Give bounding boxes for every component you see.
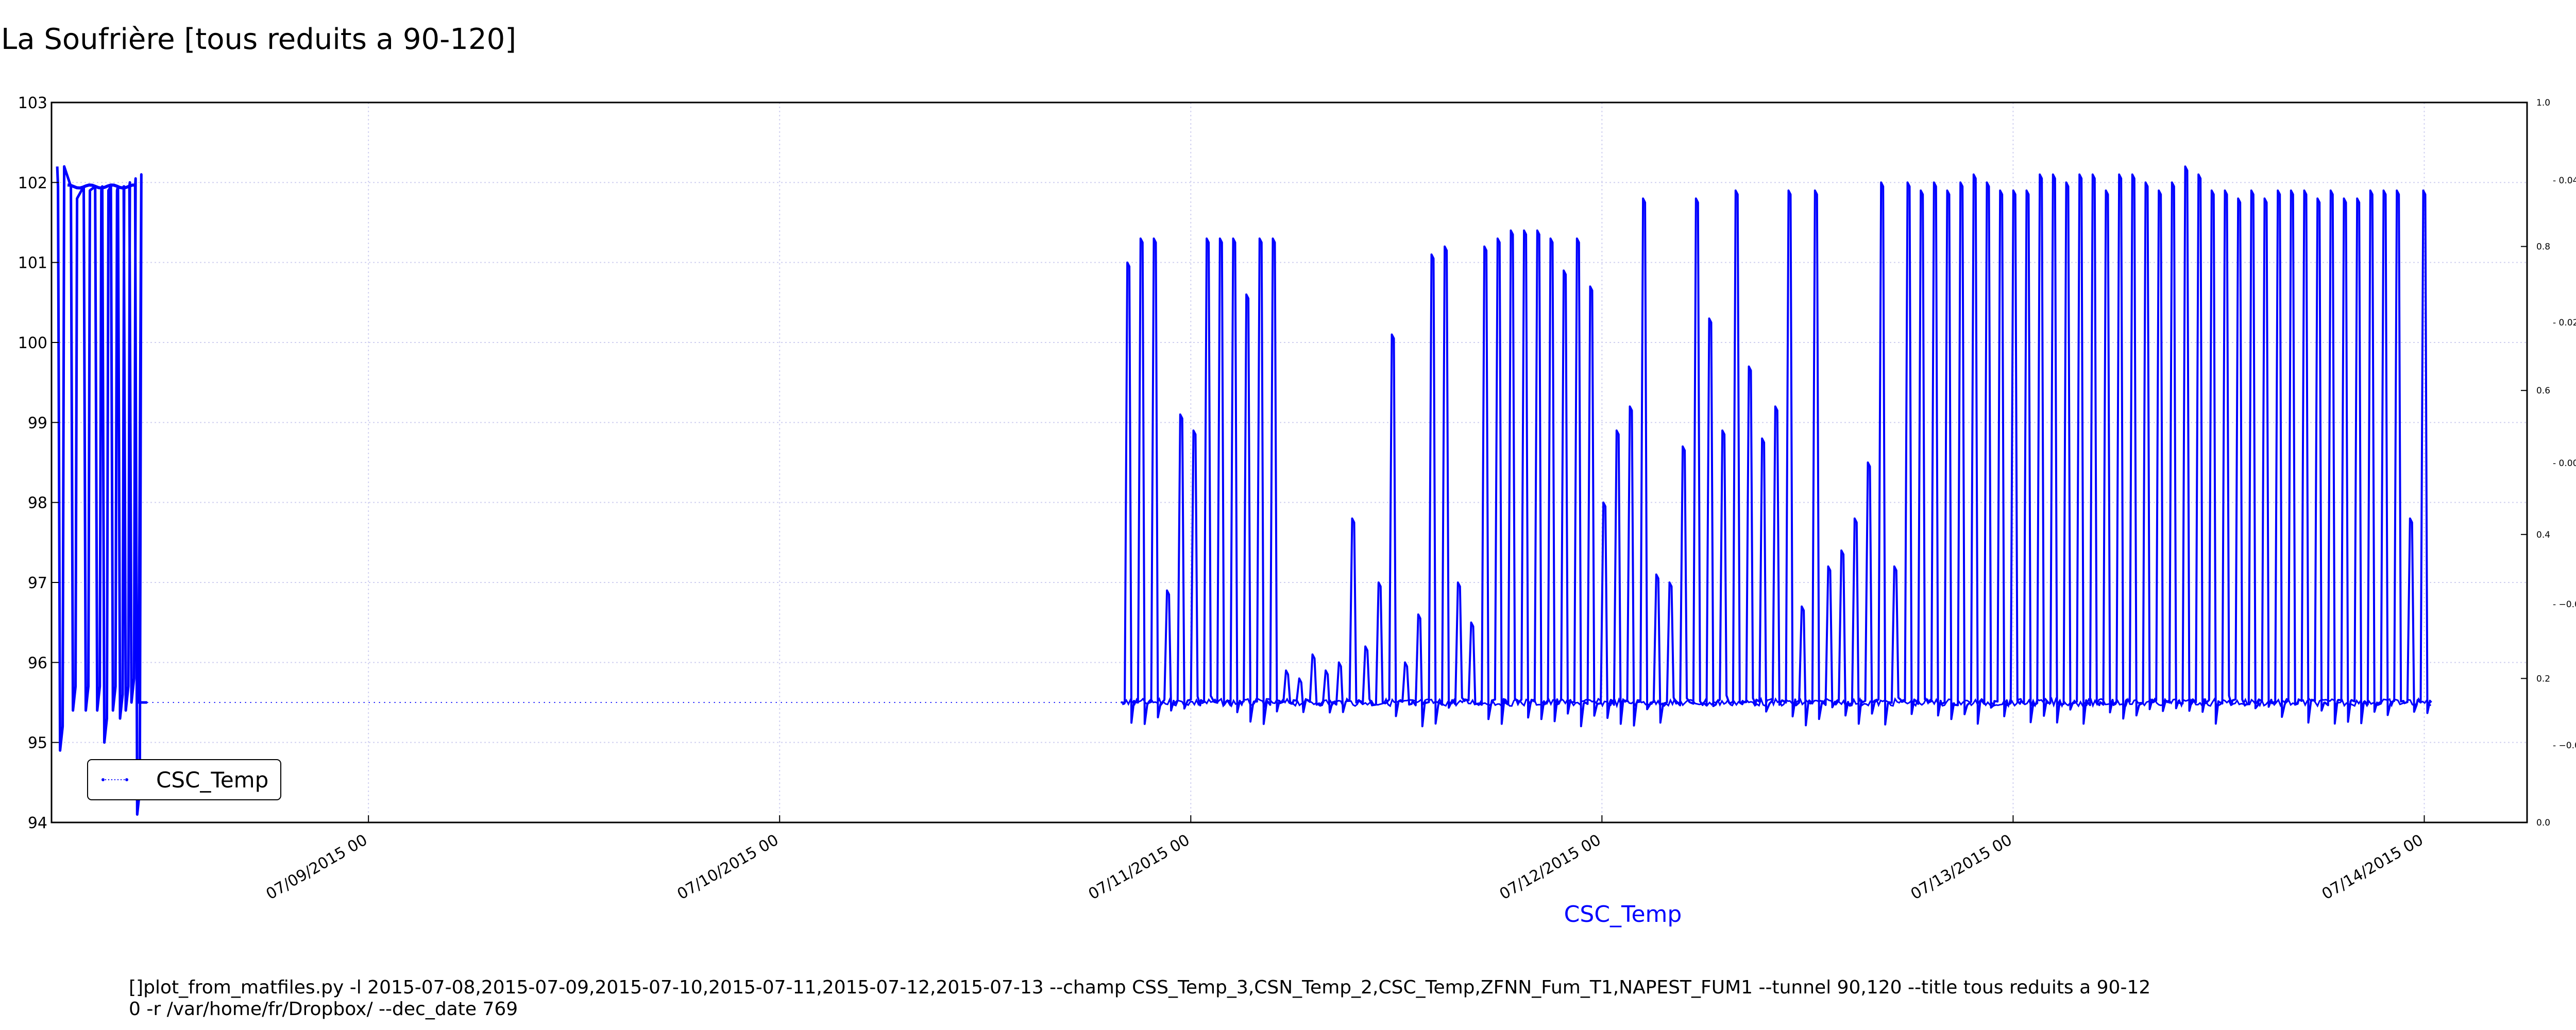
y2-tick-label: 0.4 — [2536, 530, 2550, 540]
legend: CSC_Temp — [87, 759, 281, 800]
y2-inner-tick-label: - 0.02 — [2553, 318, 2576, 328]
series-layer — [56, 165, 2432, 816]
y-tick-label: 101 — [18, 254, 47, 272]
legend-label: CSC_Temp — [156, 767, 268, 793]
y-tick-label: 103 — [18, 94, 47, 112]
x-tick-label: 07/13/2015 00 — [1908, 831, 2015, 904]
x-tick-label: 07/11/2015 00 — [1086, 831, 1193, 904]
y-tick-label: 95 — [28, 734, 47, 752]
legend-marker — [125, 778, 128, 781]
y2-inner-tick-label: - 0.04 — [2553, 176, 2576, 186]
y2-tick-label: 0.2 — [2536, 674, 2550, 684]
y2-inner-tick-label: - 0.00 — [2553, 458, 2576, 469]
y-tick-label: 97 — [28, 574, 47, 592]
chart-title: La Soufrière [tous reduits a 90-120] — [1, 23, 517, 56]
x-tick-label: 07/09/2015 00 — [263, 831, 371, 904]
legend-marker — [101, 778, 105, 781]
x-tick-label: 07/14/2015 00 — [2319, 831, 2427, 904]
grid-layer — [52, 102, 2527, 822]
series-line-segment-2 — [1121, 165, 2432, 728]
y-tick-label: 96 — [28, 654, 47, 672]
legend-box — [87, 759, 281, 800]
x-tick-label: 07/12/2015 00 — [1497, 831, 1604, 904]
y2-tick-label: 0.8 — [2536, 242, 2550, 252]
caption-line-2: 0 -r /var/home/fr/Dropbox/ --dec_date 76… — [129, 999, 518, 1020]
plot-frame — [50, 101, 2528, 823]
y-tick-label: 94 — [28, 814, 47, 832]
series-line-segment-1 — [56, 165, 147, 816]
y2-tick-label: 0.6 — [2536, 386, 2550, 396]
y-tick-label: 98 — [28, 494, 47, 512]
command-caption: []plot_from_matfiles.py -l 2015-07-08,20… — [129, 977, 2150, 1020]
y2-inner-tick-label: - −0.04 — [2553, 741, 2576, 751]
y2-tick-label: 0.0 — [2536, 818, 2550, 828]
y2-tick-label: 1.0 — [2536, 98, 2550, 108]
y-tick-label: 99 — [28, 414, 47, 432]
y-tick-label: 102 — [18, 174, 47, 192]
y2-inner-tick-label: - −0.02 — [2553, 599, 2576, 610]
x-axis-label: CSC_Temp — [1564, 901, 1682, 928]
x-tick-label: 07/10/2015 00 — [674, 831, 782, 904]
axes-layer: 94 95 96 97 98 99 100 101 102 103 07/09/2015 00 07/… — [18, 94, 2576, 928]
series-plateau — [67, 183, 136, 190]
caption-line-1: []plot_from_matfiles.py -l 2015-07-08,20… — [129, 977, 2151, 998]
series-baseline-noise — [1122, 696, 2432, 709]
y-tick-label: 100 — [18, 334, 47, 352]
